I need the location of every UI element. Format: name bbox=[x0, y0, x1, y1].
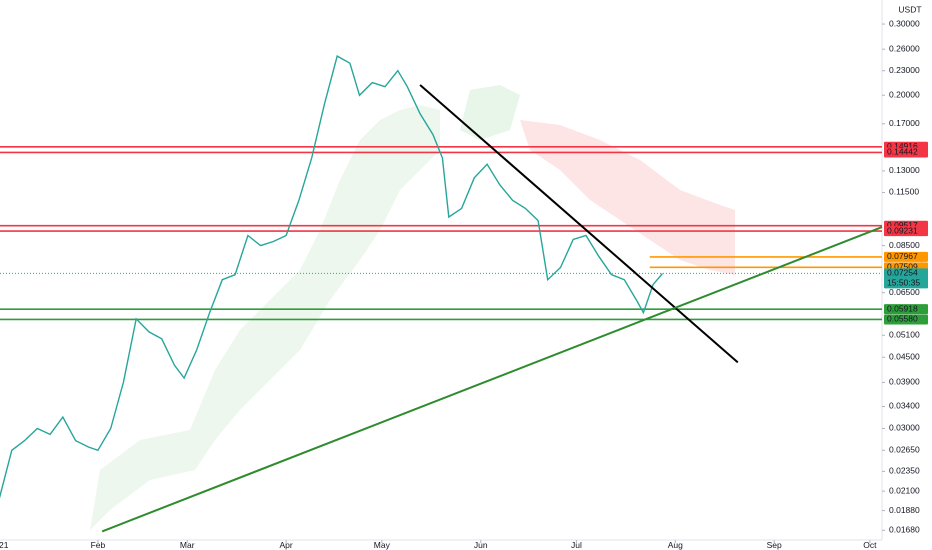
y-tick-label: 0.03400 bbox=[889, 401, 920, 411]
price-tag bbox=[884, 251, 928, 262]
x-tick-label: Feb bbox=[91, 540, 106, 550]
price-tag-label: 0.07254 bbox=[887, 268, 918, 278]
y-tick-label: 0.02100 bbox=[889, 485, 920, 495]
trendline bbox=[101, 226, 883, 533]
price-tag-label: 0.05918 bbox=[887, 303, 918, 313]
price-tag-label: 0.14442 bbox=[887, 147, 918, 157]
y-tick-label: 0.26000 bbox=[889, 43, 920, 53]
y-tick-label: 0.05100 bbox=[889, 330, 920, 340]
y-tick-label: 0.20000 bbox=[889, 90, 920, 100]
price-tag-label: 0.05580 bbox=[887, 314, 918, 324]
cloud-green bbox=[460, 85, 520, 140]
y-tick-label: 0.03900 bbox=[889, 377, 920, 387]
price-tag bbox=[884, 304, 928, 315]
trendline bbox=[419, 84, 739, 364]
price-tag-label: 0.09231 bbox=[887, 225, 918, 235]
y-tick-label: 0.03000 bbox=[889, 423, 920, 433]
price-tag bbox=[884, 147, 928, 158]
y-tick-label: 0.17000 bbox=[889, 118, 920, 128]
x-tick-label: May bbox=[374, 540, 391, 550]
y-tick-label: 0.04500 bbox=[889, 352, 920, 362]
price-tag-label: 0.14916 bbox=[887, 141, 918, 151]
price-line bbox=[0, 55, 664, 499]
price-tag bbox=[884, 226, 928, 237]
y-tick-label: 0.06500 bbox=[889, 287, 920, 297]
price-tag-label: 0.07509 bbox=[887, 262, 918, 272]
x-tick-label: Jun bbox=[474, 540, 488, 550]
price-tag-label: 0.07967 bbox=[887, 251, 918, 261]
y-tick-label: 0.02650 bbox=[889, 445, 920, 455]
cloud-red bbox=[520, 120, 735, 275]
x-tick-label: Aug bbox=[668, 540, 683, 550]
countdown: 15:50:35 bbox=[887, 278, 920, 288]
y-tick-label: 0.13000 bbox=[889, 165, 920, 175]
y-tick-label: 0.02350 bbox=[889, 466, 920, 476]
currency-label: USDT bbox=[898, 4, 921, 14]
price-tag-label: 0.09517 bbox=[887, 220, 918, 230]
x-tick-label: Oct bbox=[863, 540, 877, 550]
x-tick-label: 2021 bbox=[0, 540, 9, 550]
x-tick-label: Apr bbox=[280, 540, 293, 550]
x-tick-label: Sep bbox=[767, 540, 782, 550]
y-tick-label: 0.01880 bbox=[889, 505, 920, 515]
x-tick-label: Mar bbox=[180, 540, 195, 550]
price-tag bbox=[884, 268, 928, 289]
x-tick-label: Jul bbox=[571, 540, 582, 550]
y-tick-label: 0.23000 bbox=[889, 65, 920, 75]
y-tick-label: 0.30000 bbox=[889, 18, 920, 28]
price-tag bbox=[884, 314, 928, 325]
y-tick-label: 0.01680 bbox=[889, 525, 920, 535]
cloud-green bbox=[90, 105, 440, 530]
y-tick-label: 0.08500 bbox=[889, 240, 920, 250]
y-tick-label: 0.11500 bbox=[889, 187, 919, 197]
